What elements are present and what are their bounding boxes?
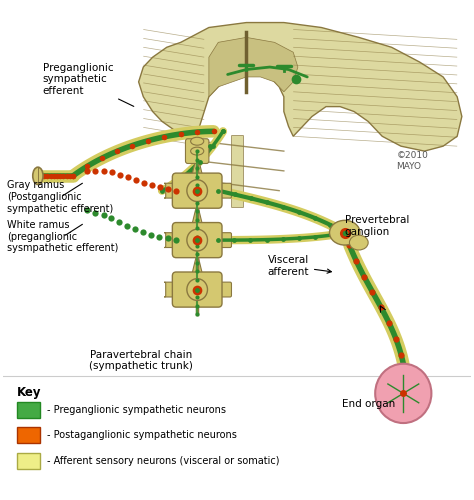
Ellipse shape [191,147,204,155]
FancyBboxPatch shape [173,222,222,258]
Text: Gray ramus
(Postganglionic
sympathetic efferent): Gray ramus (Postganglionic sympathetic e… [8,180,114,214]
Text: Preganglionic
sympathetic
efferent: Preganglionic sympathetic efferent [43,63,134,106]
FancyBboxPatch shape [217,282,231,297]
Text: - Preganglionic sympathetic neurons: - Preganglionic sympathetic neurons [47,405,226,415]
Text: ©2010
MAYO: ©2010 MAYO [396,151,428,171]
Text: White ramus
(preganglionic
sysmpathetic efferent): White ramus (preganglionic sysmpathetic … [8,220,119,253]
FancyBboxPatch shape [173,272,222,307]
Circle shape [187,278,208,300]
Circle shape [187,229,208,251]
FancyBboxPatch shape [217,183,231,198]
Polygon shape [191,154,203,177]
Ellipse shape [329,220,360,245]
Circle shape [187,180,208,202]
Ellipse shape [33,167,43,184]
Circle shape [375,364,431,423]
FancyBboxPatch shape [217,232,231,248]
Text: Paravertebral chain
(sympathetic trunk): Paravertebral chain (sympathetic trunk) [89,350,193,372]
Ellipse shape [349,235,368,250]
Text: - Afferent sensory neurons (visceral or somatic): - Afferent sensory neurons (visceral or … [47,456,280,466]
Text: Prevertebral
ganglion: Prevertebral ganglion [345,216,409,237]
Polygon shape [191,203,203,226]
Polygon shape [138,22,462,151]
Polygon shape [191,252,203,276]
FancyBboxPatch shape [17,427,40,443]
Ellipse shape [191,138,204,145]
Text: Visceral
afferent: Visceral afferent [267,255,331,276]
Polygon shape [209,38,298,96]
FancyBboxPatch shape [17,402,40,418]
FancyBboxPatch shape [185,138,209,164]
FancyBboxPatch shape [173,173,222,208]
FancyBboxPatch shape [164,232,176,248]
FancyBboxPatch shape [164,183,176,198]
FancyBboxPatch shape [17,453,40,469]
Text: End organ: End organ [342,400,395,409]
Text: - Postaganglionic sympathetic neurons: - Postaganglionic sympathetic neurons [47,430,237,440]
Text: Key: Key [17,386,41,399]
FancyBboxPatch shape [164,282,176,297]
